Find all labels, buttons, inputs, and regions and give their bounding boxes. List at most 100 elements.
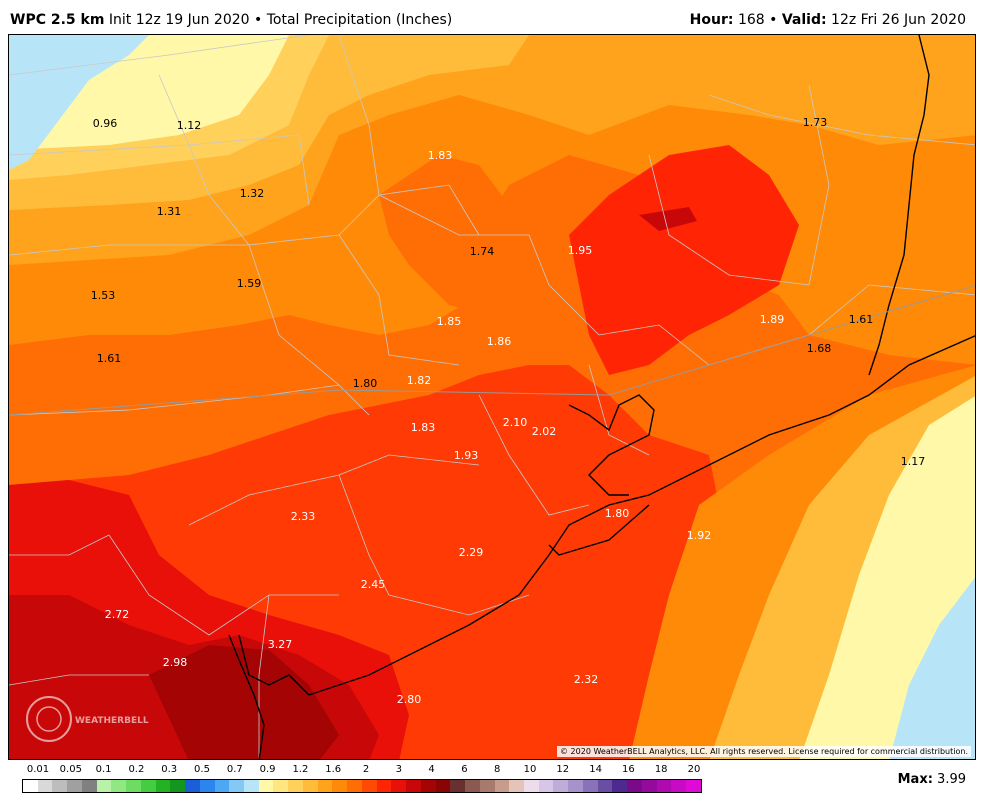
precip-value-label: 1.61: [97, 352, 122, 365]
legend-swatch: [509, 780, 524, 792]
precip-value-label: 2.45: [361, 578, 386, 591]
legend-swatch: [391, 780, 407, 792]
precip-value-label: 2.72: [105, 608, 130, 621]
map-canvas: WEATHERBELL 0.96 1.12 1.32 1.31 1.83 1.73 1.74…: [9, 35, 975, 759]
precip-value-label: 2.10: [503, 416, 528, 429]
valid-label: Valid:: [781, 12, 827, 28]
legend-tick-label: 14: [589, 764, 602, 775]
precip-value-label: 1.83: [411, 421, 436, 434]
legend-swatch: [627, 780, 642, 792]
precip-value-label: 1.59: [237, 277, 262, 290]
product-name: Total Precipitation (Inches): [266, 12, 453, 28]
legend-swatch: [96, 780, 112, 792]
legend-swatch: [597, 780, 613, 792]
precip-value-label: 0.96: [93, 117, 118, 130]
legend-swatch: [52, 780, 68, 792]
precip-value-label: 1.86: [487, 335, 512, 348]
legend-swatch: [332, 780, 348, 792]
legend-tick-label: 1.2: [292, 764, 309, 775]
legend-swatch: [361, 780, 377, 792]
precip-value-label: 2.29: [459, 546, 484, 559]
legend-swatch: [450, 780, 466, 792]
legend-tick-label: 20: [687, 764, 701, 775]
legend-swatch: [582, 780, 598, 792]
precip-value-label: 2.32: [574, 673, 599, 686]
legend-tick-label: 0.9: [259, 764, 276, 775]
legend-swatch: [523, 780, 539, 792]
weatherbell-logo: WEATHERBELL: [26, 696, 149, 742]
precip-value-label: 1.95: [568, 244, 593, 257]
legend-swatch: [317, 780, 333, 792]
precip-max-ne: [639, 207, 697, 231]
precip-value-label: 1.68: [807, 342, 832, 355]
legend-swatch: [81, 780, 97, 792]
precip-value-label: 1.93: [454, 449, 479, 462]
precip-gulf-light: [889, 577, 975, 759]
legend-swatch: [37, 780, 53, 792]
watermark-text: WEATHERBELL: [75, 716, 149, 726]
legend-tick-label: 8: [494, 764, 501, 775]
legend: 0.01 0.05 0.1 0.2 0.3 0.5 0.7 0.9 1.2 1.6 2 3 4 6 8 10 1…: [22, 764, 702, 796]
precip-value-label: 3.27: [268, 638, 293, 651]
precip-value-label: 1.83: [428, 149, 453, 162]
legend-tick-label: 0.3: [161, 764, 178, 775]
legend-swatch: [406, 780, 421, 792]
legend-swatch: [435, 780, 451, 792]
precip-value-label: 1.82: [407, 374, 432, 387]
precip-value-label: 1.73: [803, 116, 828, 129]
legend-swatch: [170, 780, 186, 792]
legend-tick-label: 2: [362, 764, 370, 775]
legend-swatch: [671, 780, 687, 792]
header-left: WPC 2.5 km Init 12z 19 Jun 2020 • Total …: [10, 12, 452, 28]
legend-swatch: [273, 780, 289, 792]
legend-tick-label: 0.05: [59, 764, 82, 775]
precip-value-label: 1.74: [470, 245, 495, 258]
precip-value-label: 1.92: [687, 529, 712, 542]
legend-tick-label: 0.2: [128, 764, 145, 775]
separator: •: [254, 12, 263, 28]
precip-value-label: 1.80: [353, 377, 378, 390]
precip-zone-light-west: [9, 35, 149, 170]
max-number: 3.99: [937, 772, 966, 787]
legend-tick-label: 3: [395, 764, 402, 775]
legend-labels: 0.01 0.05 0.1 0.2 0.3 0.5 0.7 0.9 1.2 1.6 2 3 4 6 8 10 1…: [22, 764, 702, 778]
legend-swatch: [641, 780, 657, 792]
legend-tick-label: 18: [654, 764, 668, 775]
legend-tick-label: 0.01: [26, 764, 50, 775]
legend-swatch: [347, 780, 362, 792]
precip-core-ne: [569, 145, 799, 375]
legend-swatch: [494, 780, 510, 792]
precip-value-label: 1.53: [91, 289, 116, 302]
separator: •: [769, 12, 778, 28]
hour-label: Hour:: [689, 12, 734, 28]
init-time: Init 12z 19 Jun 2020: [108, 12, 250, 28]
legend-swatch: [568, 780, 583, 792]
precip-value-label: 1.17: [901, 455, 926, 468]
hour-value: 168: [737, 12, 765, 28]
legend-swatch: [258, 780, 274, 792]
legend-swatch: [656, 780, 672, 792]
precip-value-label: 1.80: [605, 507, 630, 520]
header-right: Hour: 168 • Valid: 12z Fri 26 Jun 2020: [690, 12, 966, 28]
precip-value-label: 1.89: [760, 313, 785, 326]
legend-swatch: [553, 780, 569, 792]
legend-swatch: [420, 780, 436, 792]
legend-swatch: [126, 780, 141, 792]
valid-value: 12z Fri 26 Jun 2020: [831, 12, 966, 28]
copyright-notice: © 2020 WeatherBELL Analytics, LLC. All r…: [557, 746, 971, 757]
legend-tick-label: 12: [556, 764, 570, 775]
header: WPC 2.5 km Init 12z 19 Jun 2020 • Total …: [0, 0, 984, 34]
legend-swatch: [686, 780, 701, 792]
legend-tick-label: 4: [428, 764, 435, 775]
legend-swatch: [140, 780, 156, 792]
legend-swatch: [288, 780, 303, 792]
legend-swatch: [376, 780, 392, 792]
legend-swatch: [302, 780, 318, 792]
model-name: WPC 2.5 km: [10, 12, 105, 28]
precip-value-label: 1.12: [177, 119, 202, 132]
region-boundaries: [9, 285, 975, 416]
legend-swatch: [23, 780, 38, 792]
precip-zone-4in: [149, 645, 339, 759]
max-value: Max: 3.99: [898, 772, 966, 787]
precip-value-label: 1.32: [240, 187, 265, 200]
